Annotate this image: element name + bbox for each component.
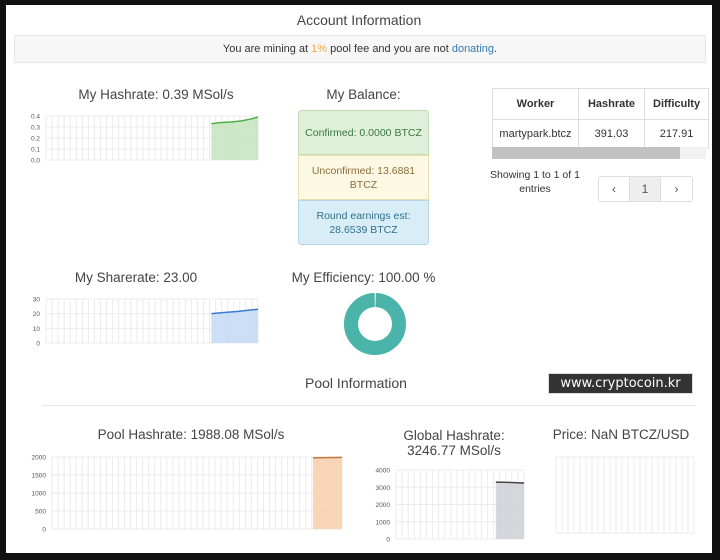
y-tick-label: 0.4 <box>31 114 40 121</box>
my-hashrate-title: My Hashrate: 0.39 MSol/s <box>78 87 234 102</box>
my-sharerate-title: My Sharerate: 23.00 <box>74 270 198 285</box>
y-tick-label: 0 <box>36 341 40 348</box>
table-row: martypark.btcz 391.03 217.91 <box>492 119 710 149</box>
balance-unconfirmed: Unconfirmed: 13.6881 BTCZ <box>298 155 429 200</box>
y-tick-label: 1000 <box>376 519 391 526</box>
donut-slice <box>344 293 406 355</box>
table-info-text: Showing 1 to 1 of 1 entries <box>490 169 580 195</box>
balance-confirmed: Confirmed: 0.0000 BTCZ <box>298 110 429 155</box>
scrollbar-thumb[interactable] <box>492 147 681 159</box>
y-tick-label: 0.3 <box>31 125 40 132</box>
series-area <box>495 482 524 539</box>
worker-name-cell: martypark.btcz <box>492 119 579 149</box>
price-chart <box>555 456 695 534</box>
series-line <box>495 481 525 484</box>
y-tick-label: 0 <box>386 537 390 544</box>
y-tick-label: 1000 <box>32 491 47 498</box>
pool-fee-notice: You are mining at 1% pool fee and you ar… <box>14 35 706 63</box>
watermark-label: www.cryptocoin.kr <box>548 373 693 394</box>
y-tick-label: 30 <box>33 297 41 304</box>
column-header-worker[interactable]: Worker <box>492 88 579 120</box>
pool-information-title: Pool Information <box>305 375 407 391</box>
series-area <box>211 117 258 160</box>
y-tick-label: 0.2 <box>31 136 40 143</box>
y-tick-label: 500 <box>35 509 46 516</box>
worker-table-container: Worker Hashrate Difficulty martypark.btc… <box>492 88 712 158</box>
account-information-title: Account Information <box>296 12 422 28</box>
y-tick-label: 4000 <box>376 468 391 475</box>
pool-hashrate-chart: 2000 1500 1000 500 0 <box>32 455 343 534</box>
worker-hashrate-cell: 391.03 <box>578 119 645 149</box>
price-title: Price: NaN BTCZ/USD <box>552 427 690 442</box>
column-header-difficulty[interactable]: Difficulty <box>643 88 710 120</box>
gridlines <box>555 456 695 534</box>
y-tick-label: 10 <box>33 326 41 333</box>
my-efficiency-title: My Efficiency: 100.00 % <box>291 270 436 285</box>
my-hashrate-chart: 0.4 0.3 0.2 0.1 0.0 <box>31 114 259 165</box>
balance-round-earnings: Round earnings est: 28.6539 BTCZ <box>298 200 429 245</box>
y-tick-label: 0 <box>42 527 46 534</box>
y-tick-label: 0.0 <box>31 158 40 165</box>
worker-difficulty-cell: 217.91 <box>643 119 710 149</box>
series-area <box>211 309 258 343</box>
next-page-button[interactable]: › <box>661 177 692 201</box>
series-line <box>211 116 259 125</box>
series-line <box>211 308 259 315</box>
pool-hashrate-title: Pool Hashrate: 1988.08 MSol/s <box>97 427 285 442</box>
notice-middle: pool fee and you are not <box>327 43 452 55</box>
global-hashrate-chart: 4000 3000 2000 1000 0 <box>376 468 525 544</box>
gridlines <box>51 456 343 530</box>
y-tick-label: 1500 <box>32 473 47 480</box>
pagination: ‹ 1 › <box>598 176 693 202</box>
y-tick-label: 20 <box>33 311 41 318</box>
notice-suffix: . <box>494 43 498 55</box>
my-balance-title: My Balance: <box>326 87 401 102</box>
table-horizontal-scrollbar[interactable] <box>492 147 706 159</box>
efficiency-donut-chart <box>344 293 406 355</box>
series-area <box>313 457 342 529</box>
column-header-hashrate[interactable]: Hashrate <box>578 88 645 120</box>
previous-page-button[interactable]: ‹ <box>599 177 630 201</box>
y-tick-label: 3000 <box>376 485 391 492</box>
section-divider <box>42 405 696 406</box>
page-frame: Account Information You are mining at 1%… <box>6 5 712 553</box>
y-tick-label: 2000 <box>376 502 391 509</box>
my-sharerate-chart: 30 20 10 0 <box>33 297 259 348</box>
pool-fee-value: 1% <box>311 43 328 55</box>
y-tick-label: 0.1 <box>31 147 40 154</box>
worker-table: Worker Hashrate Difficulty martypark.btc… <box>492 88 710 149</box>
global-hashrate-title: Global Hashrate: 3246.77 MSol/s <box>403 428 505 458</box>
page-1-button[interactable]: 1 <box>630 177 661 201</box>
notice-prefix: You are mining at <box>222 43 312 55</box>
donating-link[interactable]: donating <box>451 43 495 55</box>
y-tick-label: 2000 <box>32 455 47 462</box>
